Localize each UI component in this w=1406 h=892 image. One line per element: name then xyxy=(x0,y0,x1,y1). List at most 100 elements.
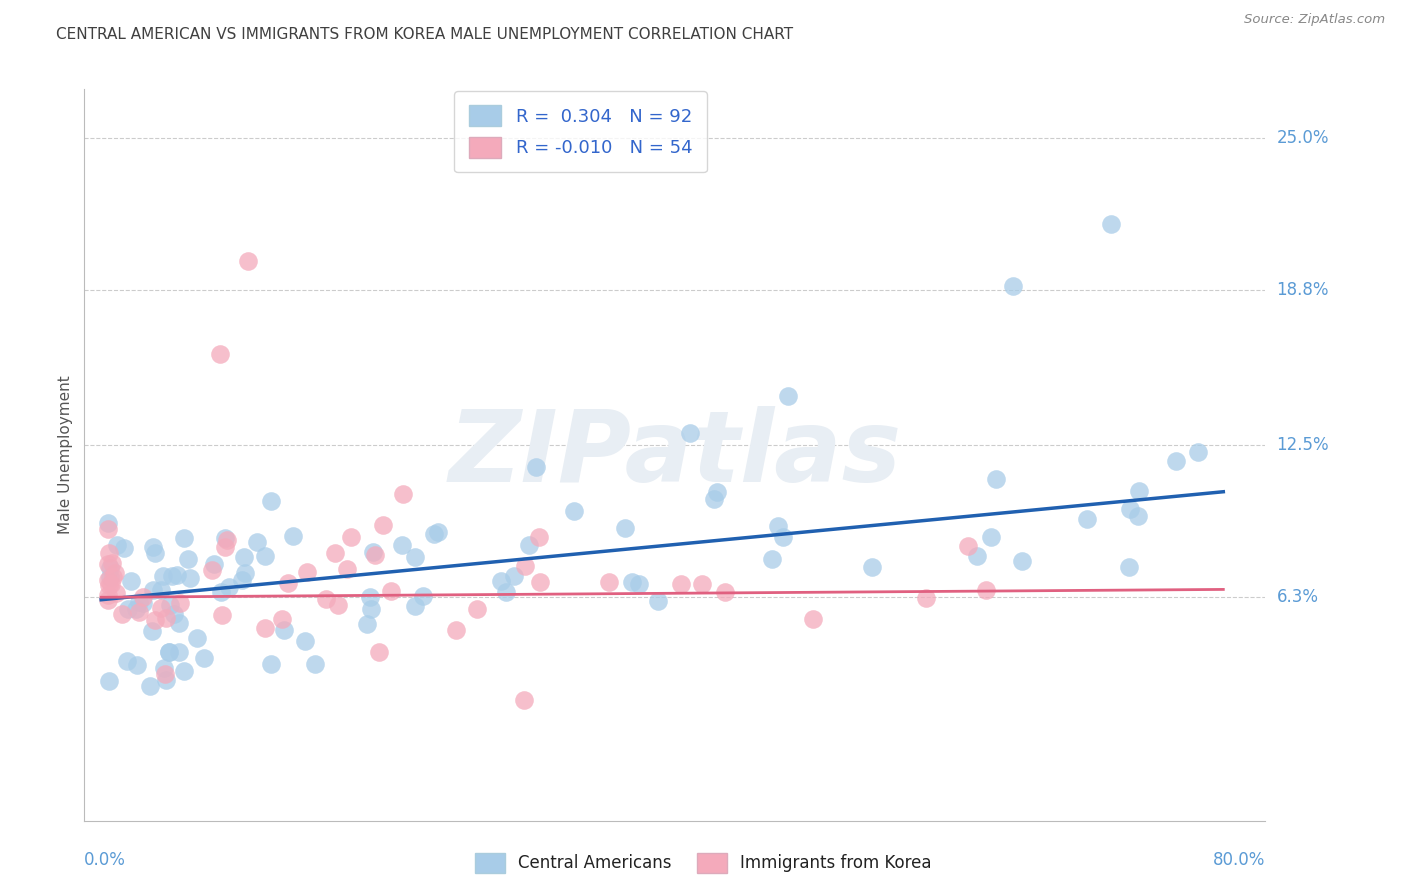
Point xyxy=(98,570,121,584)
Point xyxy=(391,538,413,552)
Point xyxy=(368,645,391,659)
Point xyxy=(152,568,174,582)
Point xyxy=(169,596,191,610)
Point xyxy=(621,574,644,589)
Point xyxy=(141,624,163,638)
Text: 6.3%: 6.3% xyxy=(1277,589,1319,607)
Point xyxy=(703,491,725,506)
Point xyxy=(179,571,201,585)
Point xyxy=(193,650,215,665)
Text: CENTRAL AMERICAN VS IMMIGRANTS FROM KOREA MALE UNEMPLOYMENT CORRELATION CHART: CENTRAL AMERICAN VS IMMIGRANTS FROM KORE… xyxy=(56,27,793,42)
Point xyxy=(360,602,382,616)
Point xyxy=(186,631,208,645)
Point xyxy=(371,517,394,532)
Point xyxy=(155,611,177,625)
Point xyxy=(218,580,240,594)
Point xyxy=(714,585,737,599)
Point xyxy=(167,644,190,658)
Point xyxy=(628,576,651,591)
Point xyxy=(238,254,260,268)
Point xyxy=(214,540,236,554)
Point xyxy=(143,546,166,560)
Point xyxy=(1076,512,1098,526)
Point xyxy=(202,557,225,571)
Point xyxy=(115,654,138,668)
Point xyxy=(647,594,669,608)
Point xyxy=(217,533,239,547)
Point xyxy=(513,692,536,706)
Point xyxy=(132,596,155,610)
Point xyxy=(97,588,120,602)
Point xyxy=(801,612,824,626)
Point xyxy=(489,574,512,588)
Point xyxy=(404,599,426,613)
Point xyxy=(671,577,693,591)
Point xyxy=(283,529,305,543)
Point xyxy=(527,530,550,544)
Point xyxy=(105,538,128,552)
Point xyxy=(1126,508,1149,523)
Point xyxy=(706,485,728,500)
Text: 18.8%: 18.8% xyxy=(1277,282,1329,300)
Point xyxy=(423,527,446,541)
Point xyxy=(246,535,269,549)
Point xyxy=(304,657,326,671)
Point xyxy=(295,566,318,580)
Point xyxy=(766,519,789,533)
Point xyxy=(159,598,181,612)
Point xyxy=(404,550,426,565)
Point xyxy=(132,591,155,605)
Point xyxy=(177,552,200,566)
Text: 80.0%: 80.0% xyxy=(1213,851,1265,869)
Point xyxy=(166,568,188,582)
Point xyxy=(529,574,551,589)
Point xyxy=(1128,483,1150,498)
Point xyxy=(380,584,402,599)
Point xyxy=(277,576,299,591)
Point xyxy=(173,664,195,678)
Point xyxy=(966,549,988,564)
Point xyxy=(142,540,165,554)
Text: 25.0%: 25.0% xyxy=(1277,129,1329,147)
Point xyxy=(143,613,166,627)
Point xyxy=(97,558,120,572)
Point xyxy=(127,658,149,673)
Point xyxy=(613,521,636,535)
Point xyxy=(253,621,276,635)
Text: Source: ZipAtlas.com: Source: ZipAtlas.com xyxy=(1244,13,1385,27)
Point xyxy=(173,531,195,545)
Point xyxy=(142,582,165,597)
Point xyxy=(155,673,177,687)
Point xyxy=(465,602,488,616)
Point xyxy=(1164,454,1187,468)
Point xyxy=(231,573,253,587)
Point xyxy=(98,578,121,592)
Point xyxy=(104,566,127,580)
Point xyxy=(562,504,585,518)
Point xyxy=(364,548,387,562)
Point xyxy=(260,657,283,672)
Point xyxy=(1011,554,1033,568)
Point xyxy=(128,606,150,620)
Point xyxy=(120,574,142,588)
Point xyxy=(125,601,148,615)
Point xyxy=(524,459,547,474)
Point xyxy=(163,607,186,621)
Point xyxy=(254,549,277,563)
Point xyxy=(152,661,174,675)
Y-axis label: Male Unemployment: Male Unemployment xyxy=(58,376,73,534)
Point xyxy=(778,389,800,403)
Point xyxy=(128,595,150,609)
Point xyxy=(273,623,295,637)
Point xyxy=(260,494,283,508)
Point xyxy=(294,633,316,648)
Point xyxy=(956,539,979,553)
Text: 0.0%: 0.0% xyxy=(84,851,127,869)
Point xyxy=(98,561,121,575)
Point xyxy=(157,645,180,659)
Point xyxy=(235,566,257,581)
Point xyxy=(98,546,121,560)
Point xyxy=(149,583,172,598)
Point xyxy=(772,531,794,545)
Point xyxy=(1118,560,1140,574)
